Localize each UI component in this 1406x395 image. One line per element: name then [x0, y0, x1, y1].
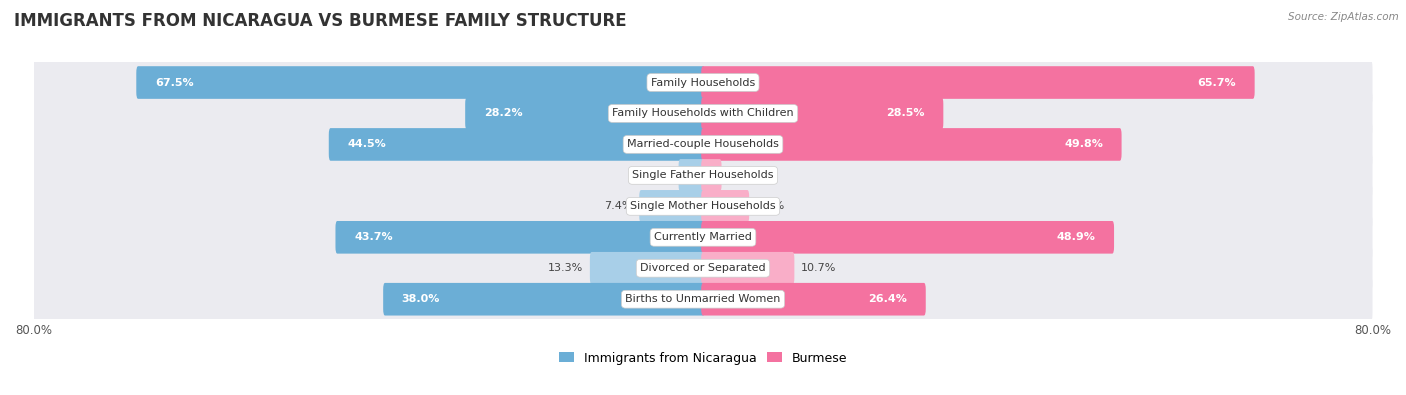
FancyBboxPatch shape: [34, 121, 1372, 168]
FancyBboxPatch shape: [34, 276, 1372, 323]
Text: 13.3%: 13.3%: [548, 263, 583, 273]
Text: Source: ZipAtlas.com: Source: ZipAtlas.com: [1288, 12, 1399, 22]
Text: 49.8%: 49.8%: [1064, 139, 1104, 149]
Text: 28.2%: 28.2%: [484, 109, 523, 118]
Text: Single Father Households: Single Father Households: [633, 170, 773, 181]
Text: 28.5%: 28.5%: [886, 109, 925, 118]
FancyBboxPatch shape: [640, 190, 704, 223]
FancyBboxPatch shape: [34, 152, 1372, 199]
Text: 44.5%: 44.5%: [347, 139, 387, 149]
Text: 5.3%: 5.3%: [755, 201, 785, 211]
Text: Divorced or Separated: Divorced or Separated: [640, 263, 766, 273]
Text: 10.7%: 10.7%: [801, 263, 837, 273]
Text: 38.0%: 38.0%: [402, 294, 440, 304]
Text: IMMIGRANTS FROM NICARAGUA VS BURMESE FAMILY STRUCTURE: IMMIGRANTS FROM NICARAGUA VS BURMESE FAM…: [14, 12, 627, 30]
Text: Family Households with Children: Family Households with Children: [612, 109, 794, 118]
FancyBboxPatch shape: [34, 183, 1372, 230]
Text: 2.7%: 2.7%: [644, 170, 672, 181]
Text: Births to Unmarried Women: Births to Unmarried Women: [626, 294, 780, 304]
FancyBboxPatch shape: [702, 97, 943, 130]
FancyBboxPatch shape: [34, 214, 1372, 261]
FancyBboxPatch shape: [679, 159, 704, 192]
FancyBboxPatch shape: [465, 97, 704, 130]
Text: 65.7%: 65.7%: [1198, 77, 1236, 88]
FancyBboxPatch shape: [702, 66, 1254, 99]
Text: 7.4%: 7.4%: [605, 201, 633, 211]
FancyBboxPatch shape: [329, 128, 704, 161]
FancyBboxPatch shape: [702, 252, 794, 284]
FancyBboxPatch shape: [702, 128, 1122, 161]
FancyBboxPatch shape: [702, 159, 721, 192]
FancyBboxPatch shape: [34, 59, 1372, 106]
Legend: Immigrants from Nicaragua, Burmese: Immigrants from Nicaragua, Burmese: [554, 347, 852, 370]
FancyBboxPatch shape: [702, 221, 1114, 254]
Text: 43.7%: 43.7%: [354, 232, 392, 242]
Text: Currently Married: Currently Married: [654, 232, 752, 242]
Text: 2.0%: 2.0%: [728, 170, 756, 181]
Text: Family Households: Family Households: [651, 77, 755, 88]
FancyBboxPatch shape: [34, 245, 1372, 292]
FancyBboxPatch shape: [591, 252, 704, 284]
FancyBboxPatch shape: [702, 283, 925, 316]
Text: Married-couple Households: Married-couple Households: [627, 139, 779, 149]
Text: 26.4%: 26.4%: [869, 294, 907, 304]
Text: 67.5%: 67.5%: [155, 77, 194, 88]
Text: Single Mother Households: Single Mother Households: [630, 201, 776, 211]
FancyBboxPatch shape: [336, 221, 704, 254]
FancyBboxPatch shape: [384, 283, 704, 316]
Text: 48.9%: 48.9%: [1057, 232, 1095, 242]
FancyBboxPatch shape: [702, 190, 749, 223]
FancyBboxPatch shape: [34, 90, 1372, 137]
FancyBboxPatch shape: [136, 66, 704, 99]
